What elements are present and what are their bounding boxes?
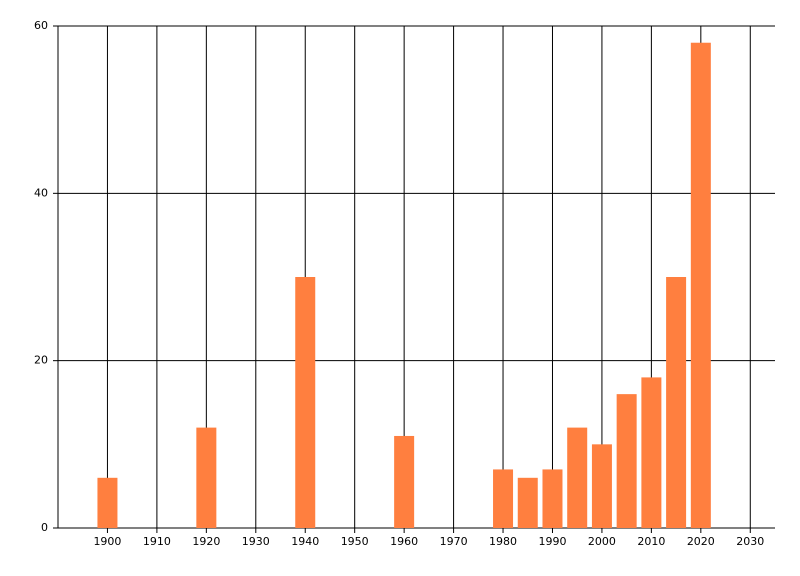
x-tick-label: 1990 <box>538 535 566 548</box>
x-tick-label: 2010 <box>637 535 665 548</box>
x-tick-label: 1970 <box>440 535 468 548</box>
y-tick-label: 0 <box>41 521 48 534</box>
x-tick-label: 1900 <box>93 535 121 548</box>
y-tick-label: 40 <box>34 186 48 199</box>
x-tick-label: 2020 <box>687 535 715 548</box>
bar <box>493 469 514 528</box>
x-tick-label: 1980 <box>489 535 517 548</box>
bar <box>690 42 711 528</box>
bar <box>616 394 637 528</box>
x-tick-label: 1920 <box>192 535 220 548</box>
y-tick-label: 20 <box>34 354 48 367</box>
bar <box>517 477 538 528</box>
x-tick-label: 2000 <box>588 535 616 548</box>
y-tick-label: 60 <box>34 19 48 32</box>
x-tick-label: 1930 <box>242 535 270 548</box>
bar <box>666 277 687 528</box>
bar <box>542 469 563 528</box>
x-tick-label: 1910 <box>143 535 171 548</box>
x-tick-label: 2030 <box>736 535 764 548</box>
bar <box>591 444 612 528</box>
bar <box>97 477 118 528</box>
bar <box>567 427 588 528</box>
x-tick-label: 1960 <box>390 535 418 548</box>
bar <box>295 277 316 528</box>
bar <box>196 427 217 528</box>
x-tick-label: 1950 <box>341 535 369 548</box>
bar <box>394 435 415 528</box>
x-tick-label: 1940 <box>291 535 319 548</box>
bar <box>641 377 662 528</box>
